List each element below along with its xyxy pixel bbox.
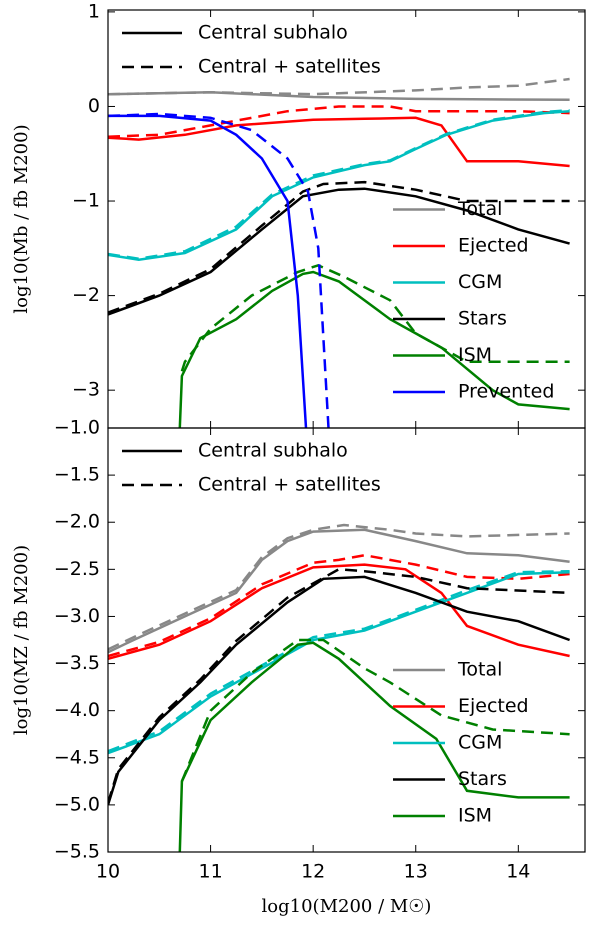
y-tick-label: −4.5 (54, 746, 100, 768)
y-tick-label: −2.5 (54, 558, 100, 580)
y-tick-label: −1.5 (54, 464, 100, 486)
data-line (178, 270, 570, 428)
x-tick-label: 11 (198, 861, 222, 883)
data-line (108, 77, 570, 96)
y-axis-label: log10(Mb / fb M200) (11, 124, 32, 313)
legend-label: Prevented (458, 381, 554, 403)
legend-label: Central subhalo (198, 440, 348, 462)
x-tick-label: 10 (96, 861, 120, 883)
y-tick-label: −1 (72, 190, 100, 212)
legend-label: Ejected (458, 235, 529, 257)
data-line (180, 638, 570, 782)
legend-label: Ejected (458, 695, 529, 717)
data-line (108, 569, 570, 753)
data-line (180, 263, 570, 372)
data-line (178, 641, 570, 852)
plot-frame (107, 427, 586, 853)
y-tick-label: −5.5 (54, 841, 100, 863)
y-tick-label: 1 (88, 0, 100, 22)
legend-label: CGM (458, 271, 502, 293)
x-tick-label: 13 (404, 861, 428, 883)
y-axis-label: log10(MZ / fb M200) (11, 545, 32, 735)
data-line (108, 528, 570, 654)
y-tick-label: −3 (72, 379, 100, 401)
data-line (108, 187, 570, 316)
data-line (108, 112, 330, 428)
legend-label: ISM (458, 344, 492, 366)
legend-label: Central + satellites (198, 474, 381, 496)
data-line (108, 570, 570, 755)
data-line (108, 553, 570, 658)
x-tick-label: 14 (506, 861, 530, 883)
data-line (108, 180, 570, 314)
legend-label: Total (457, 659, 502, 681)
y-tick-label: −2.0 (54, 511, 100, 533)
y-tick-label: −4.0 (54, 699, 100, 721)
y-tick-label: −3.0 (54, 605, 100, 627)
y-tick-label: −3.5 (54, 652, 100, 674)
legend-label: CGM (458, 732, 502, 754)
data-line (108, 108, 570, 260)
y-tick-label: −1.0 (54, 417, 100, 439)
y-tick-label: −5.0 (54, 793, 100, 815)
data-line (108, 523, 570, 651)
y-tick-label: 0 (88, 95, 100, 117)
y-tick-label: −2 (72, 284, 100, 306)
data-line (108, 114, 308, 428)
data-line (108, 575, 571, 806)
legend-label: ISM (458, 805, 492, 827)
x-tick-label: 12 (301, 861, 325, 883)
legend-label: Stars (458, 768, 507, 790)
legend-label: Stars (458, 308, 507, 330)
legend-label: Central + satellites (198, 56, 381, 78)
data-line (108, 563, 570, 661)
legend-label: Central subhalo (198, 22, 348, 44)
x-axis-label: log10(M200 / M☉) (262, 896, 432, 917)
data-line (108, 116, 570, 168)
data-line (108, 568, 570, 804)
data-line (108, 109, 570, 261)
legend-label: Total (457, 198, 502, 220)
data-line (108, 105, 570, 138)
